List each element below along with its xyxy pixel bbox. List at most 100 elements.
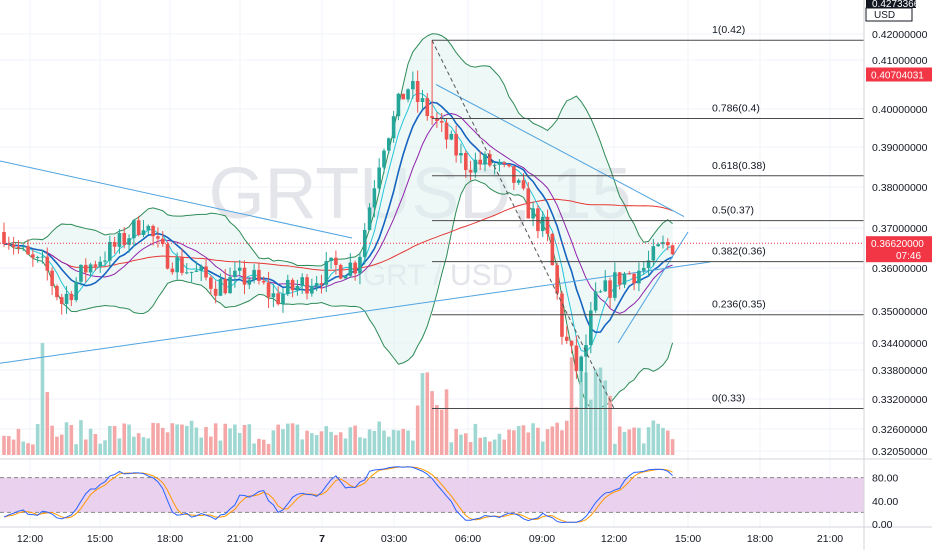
candle-body — [300, 277, 305, 286]
time-tick-label: 12:00 — [601, 533, 627, 545]
volume-bar — [488, 441, 492, 455]
candle-body — [184, 272, 189, 274]
candle-body — [31, 254, 35, 258]
volume-bar — [536, 427, 540, 455]
candle-body — [180, 257, 184, 273]
volume-bar — [276, 424, 280, 455]
volume-bar — [146, 438, 151, 455]
time-tick-label: 12:00 — [17, 533, 43, 545]
candle-body — [257, 269, 261, 281]
volume-bar — [415, 405, 420, 455]
candle-body — [617, 272, 622, 285]
candle-body — [271, 293, 276, 298]
currency-tag-bg — [865, 7, 913, 22]
candle-body — [252, 269, 256, 280]
currency-tag: USD — [874, 10, 895, 21]
candle-body — [69, 293, 74, 301]
candle-body — [468, 170, 473, 173]
volume-bar — [492, 439, 497, 455]
candle-body — [160, 238, 165, 244]
candle-body — [492, 164, 497, 166]
fib-level-label: 1(0.42) — [712, 24, 745, 36]
volume-bar — [223, 423, 228, 455]
volume-bar — [184, 425, 189, 455]
volume-bar — [281, 429, 285, 455]
candle-body — [247, 279, 252, 285]
candle-body — [218, 278, 223, 296]
candle-body — [521, 180, 526, 189]
candle-body — [165, 243, 170, 269]
volume-bar — [11, 439, 16, 455]
volume-bar — [545, 429, 550, 455]
price-tick-label: 0.32600000 — [872, 424, 928, 436]
candle-body — [574, 345, 579, 372]
price-tick-label: 0.41000000 — [872, 55, 928, 67]
volume-bar — [165, 432, 170, 455]
candle-body — [93, 264, 98, 267]
candle-body — [603, 280, 608, 292]
candle-body — [430, 116, 434, 119]
volume-bar — [112, 426, 117, 455]
candle-body — [497, 162, 502, 165]
candle-body — [444, 122, 449, 140]
candle-body — [59, 297, 64, 304]
moving-averages — [3, 92, 673, 353]
candle-body — [512, 166, 516, 183]
volume-bar — [213, 423, 218, 455]
candle-body — [661, 242, 665, 245]
fib-level-label: 0.618(0.38) — [712, 160, 766, 172]
candle-body — [7, 243, 11, 245]
candle-body — [170, 268, 175, 273]
trend-line-short — [617, 231, 689, 344]
time-tick-label: 15:00 — [675, 533, 701, 545]
candle-body — [670, 245, 675, 255]
candle-body — [108, 241, 112, 261]
volume-bar — [646, 427, 651, 455]
volume-bar — [79, 420, 83, 455]
volume-bar — [310, 433, 314, 455]
price-tick-label: 0.33200000 — [872, 394, 928, 406]
candle-body — [83, 264, 88, 273]
time-tick-label: 15:00 — [87, 533, 113, 545]
volume-bar — [16, 428, 21, 455]
candle-body — [64, 293, 69, 304]
time-tick-label: 21:00 — [817, 533, 843, 545]
candle-body — [569, 340, 574, 346]
fibonacci-retracement[interactable]: 1(0.42) 0.786(0.4) 0.618(0.38) 0.5(0.37) 0.3… — [431, 24, 864, 409]
volume-bar — [613, 443, 617, 455]
trend-lines[interactable] — [0, 84, 711, 364]
countdown-tag: 07:46 — [896, 251, 921, 262]
candle-body — [372, 188, 377, 208]
volume-bar — [319, 431, 324, 455]
volume-bar — [435, 405, 439, 455]
candle-body — [74, 281, 78, 301]
volume-bar — [348, 427, 353, 455]
candle-body — [646, 260, 651, 269]
volume-bar — [40, 343, 45, 455]
price-tick-label: 0.35000000 — [872, 306, 928, 318]
volume-bar — [574, 407, 579, 455]
volume-bar — [362, 438, 367, 455]
volume-bar — [295, 424, 300, 455]
volume-bar — [31, 444, 35, 455]
candle-body — [132, 220, 136, 239]
volume-bar — [209, 436, 213, 455]
volume-bar — [228, 428, 232, 455]
volume-bar — [637, 427, 641, 455]
volume-bar — [141, 437, 146, 455]
volume-bar — [156, 423, 160, 455]
candle-body — [112, 241, 117, 247]
rsi-k-line — [3, 466, 673, 523]
volume-bar — [387, 436, 391, 455]
volume-bar — [382, 430, 386, 455]
volume-bar — [122, 423, 127, 455]
candle-body — [550, 233, 555, 266]
volume-bar — [103, 440, 107, 455]
candle-body — [204, 266, 208, 278]
volume-bar — [540, 441, 545, 455]
current-price-tag: 0.36620000 — [871, 239, 924, 250]
volume-bar — [622, 431, 627, 455]
candle-body — [319, 283, 324, 285]
volume-bar — [7, 436, 11, 455]
